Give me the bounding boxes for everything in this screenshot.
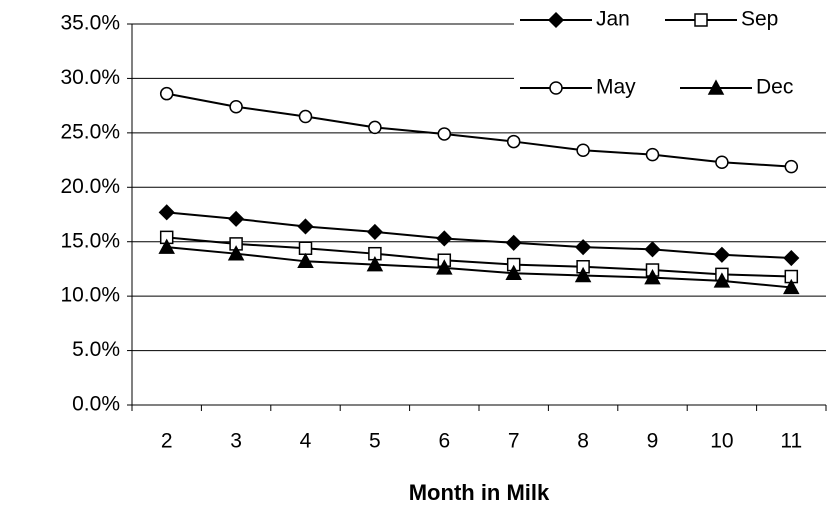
legend-label: Sep — [741, 8, 778, 31]
marker — [368, 120, 382, 135]
marker — [713, 272, 731, 288]
x-tick-label: 4 — [300, 430, 312, 453]
legend-marker — [694, 13, 708, 27]
x-tick-label: 8 — [577, 430, 589, 453]
marker — [298, 241, 313, 255]
legend-marker — [707, 79, 725, 95]
x-tick-label: 6 — [438, 430, 450, 453]
y-tick-label: 30.0% — [60, 66, 120, 89]
marker — [366, 255, 384, 272]
legend-marker — [547, 11, 565, 29]
marker — [437, 127, 452, 141]
legend: Jan Sep May Dec — [514, 0, 831, 104]
marker — [713, 246, 730, 263]
marker — [436, 230, 453, 247]
x-tick-label: 9 — [647, 430, 659, 453]
x-tick-label: 2 — [161, 430, 173, 453]
marker — [297, 218, 314, 235]
series-line — [166, 211, 792, 260]
y-tick-label: 5.0% — [72, 338, 120, 361]
x-tick-label: 5 — [369, 430, 381, 453]
marker — [158, 238, 175, 254]
legend-marker — [549, 81, 563, 95]
marker — [227, 245, 245, 261]
marker — [506, 134, 521, 149]
marker — [505, 264, 522, 281]
marker — [228, 210, 245, 227]
marker — [159, 86, 174, 101]
marker — [645, 147, 660, 162]
marker — [366, 223, 383, 240]
series-line — [166, 92, 792, 168]
y-tick-label: 0.0% — [72, 393, 120, 416]
marker — [297, 252, 314, 269]
x-tick-label: 3 — [230, 430, 242, 453]
y-tick-label: 20.0% — [60, 175, 120, 198]
x-tick-label: 10 — [710, 430, 733, 453]
marker — [783, 278, 800, 295]
series-line — [166, 246, 792, 289]
series-line — [166, 236, 792, 278]
y-tick-label: 35.0% — [60, 12, 120, 35]
marker — [574, 266, 592, 283]
marker — [575, 239, 592, 256]
y-tick-label: 10.0% — [60, 284, 120, 307]
x-tick-label: 11 — [780, 430, 802, 453]
marker — [576, 143, 590, 158]
marker — [298, 109, 313, 124]
marker — [783, 249, 800, 267]
y-tick-label: 15.0% — [60, 229, 120, 252]
legend-label: Jan — [596, 8, 630, 31]
legend-label: May — [596, 76, 636, 99]
x-tick-label: 7 — [508, 430, 520, 453]
marker — [644, 269, 661, 285]
legend-label: Dec — [756, 76, 793, 99]
legend-box — [514, 0, 831, 104]
marker — [229, 99, 243, 114]
marker — [436, 259, 453, 275]
marker — [644, 241, 661, 258]
marker — [715, 155, 729, 169]
marker — [784, 159, 799, 174]
marker — [158, 204, 175, 221]
x-axis-title: Month in Milk — [409, 480, 550, 505]
y-tick-label: 25.0% — [60, 120, 120, 143]
marker — [505, 234, 522, 251]
